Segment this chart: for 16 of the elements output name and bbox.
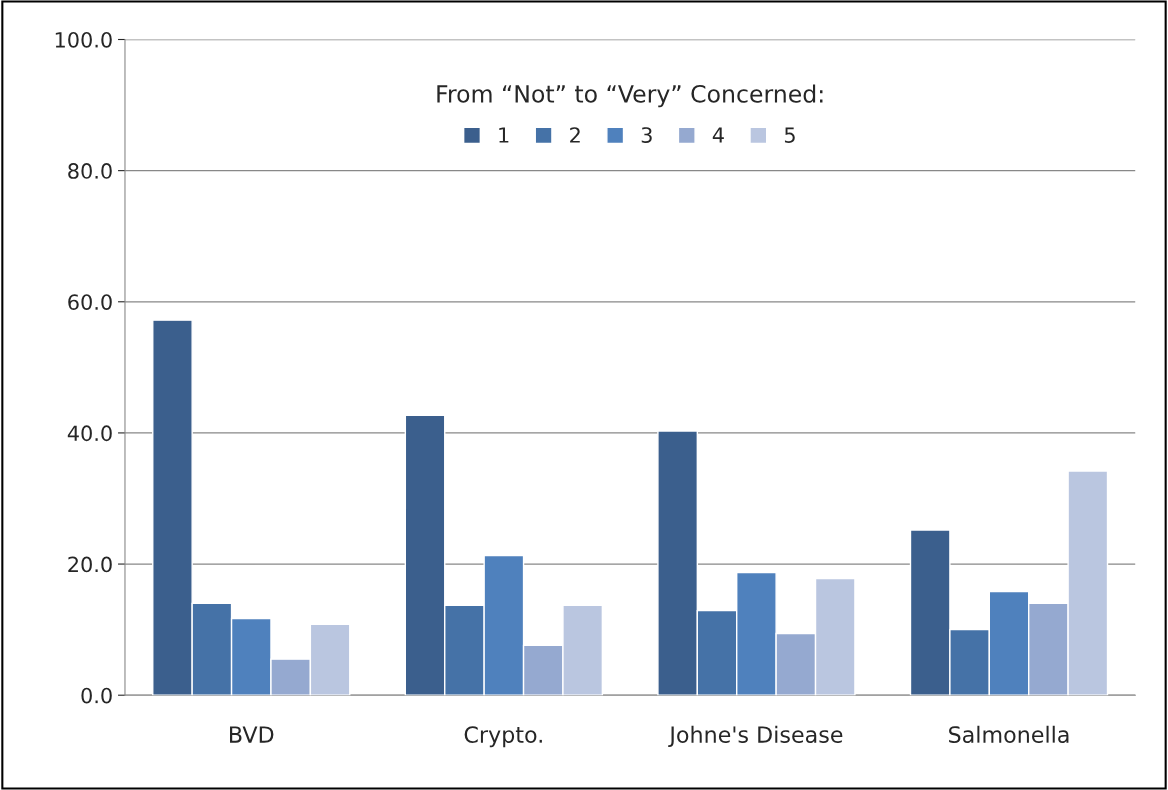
y-tick-label: 100.0 xyxy=(55,31,112,48)
x-tick-label: BVD xyxy=(230,726,274,743)
y-tick-label: 20.0 xyxy=(68,556,112,573)
legend-label: 1 xyxy=(499,127,509,143)
x-tick-label: Crypto. xyxy=(464,726,542,748)
x-tick-label: Salmonella xyxy=(949,725,1069,743)
legend-label: 3 xyxy=(641,127,652,143)
legend-label: 5 xyxy=(784,127,795,143)
y-tick-label: 60.0 xyxy=(68,294,112,310)
legend-label: 2 xyxy=(570,127,580,143)
y-tick-label: 40.0 xyxy=(67,425,112,442)
legend-title: From “Not” to “Very” Concerned: xyxy=(437,84,823,108)
legend-label: 4 xyxy=(712,127,724,143)
y-tick-label: 0.0 xyxy=(81,687,112,704)
x-tick-label: Johne's Disease xyxy=(668,725,843,748)
y-tick-label: 80.0 xyxy=(68,163,112,179)
